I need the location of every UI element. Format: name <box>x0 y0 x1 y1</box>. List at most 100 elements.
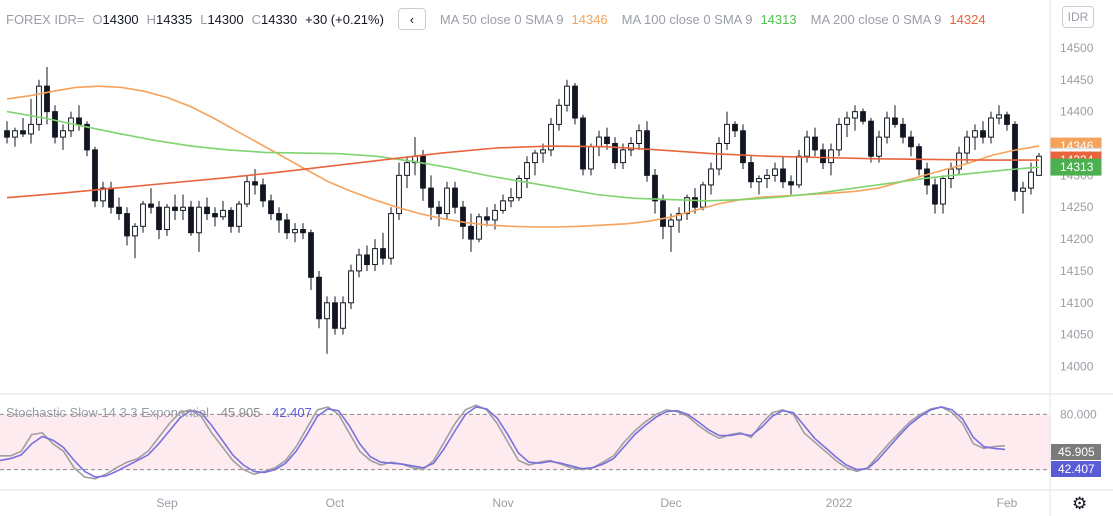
x-tick-label: Feb <box>997 496 1018 510</box>
price-badge-label: 14313 <box>1060 160 1094 174</box>
y-tick-label: 14200 <box>1060 232 1094 246</box>
candle-body <box>668 219 674 227</box>
candle-body <box>28 123 34 135</box>
candle-body <box>356 254 362 272</box>
candle-body <box>884 117 890 138</box>
low-label: L <box>200 11 208 27</box>
candle-body <box>924 168 930 186</box>
candle-body <box>380 248 386 259</box>
candle-body <box>212 213 218 218</box>
stoch-d-line <box>0 406 1006 478</box>
candle-body <box>44 85 50 113</box>
price-badge: 14313 <box>1050 158 1102 176</box>
candle-body <box>636 130 642 145</box>
ma100-value: 14313 <box>760 11 797 27</box>
osc-badge: 42.407 <box>1051 461 1101 477</box>
candle-body <box>140 203 146 227</box>
candle-body <box>556 104 562 125</box>
osc-badge: 45.905 <box>1051 444 1101 460</box>
candle-body <box>1012 123 1018 192</box>
candle-body <box>916 146 922 170</box>
candle-body <box>804 136 810 157</box>
stochastic-panel: 80.000 45.905 42.407 <box>0 404 1101 480</box>
osc-badge-label: 45.905 <box>1058 445 1095 459</box>
candle-body <box>580 117 586 170</box>
x-tick-label: Dec <box>660 496 681 510</box>
oscillator-legend: Stochastic Slow 14 3 3 Exponential 45.90… <box>6 405 312 420</box>
stoch-k-line <box>0 404 1006 480</box>
candle-body <box>852 111 858 119</box>
candle-body <box>348 270 354 304</box>
candle-body <box>100 187 106 202</box>
stoch-upper-band-label: 80.000 <box>1060 407 1097 421</box>
candle-body <box>148 203 154 208</box>
candle-body <box>684 197 690 215</box>
candle-body <box>244 181 250 205</box>
x-tick-label: 2022 <box>826 496 853 510</box>
candle-body <box>708 168 714 186</box>
x-tick-label: Nov <box>492 496 513 510</box>
candle-body <box>772 168 778 176</box>
candle-body <box>876 136 882 157</box>
candle-body <box>164 206 170 231</box>
candle-body <box>596 136 602 148</box>
osc-badge-bg <box>1051 444 1101 460</box>
y-tick-label: 14400 <box>1060 105 1094 119</box>
candle-body <box>868 120 874 157</box>
candle-body <box>292 229 298 234</box>
candle-body <box>524 162 530 180</box>
candle-body <box>532 152 538 164</box>
currency-button[interactable]: IDR <box>1062 6 1094 28</box>
y-tick-label: 14250 <box>1060 200 1094 214</box>
ma200-value: 14324 <box>949 11 986 27</box>
candle-body <box>540 149 546 154</box>
candle-body <box>492 209 498 221</box>
candle-body <box>60 130 66 138</box>
candle-body <box>84 123 90 151</box>
candle-body <box>252 181 258 186</box>
candle-body <box>724 123 730 145</box>
candle-body <box>660 200 666 227</box>
candle-body <box>284 219 290 234</box>
x-tick-label: Sep <box>156 496 178 510</box>
candle-body <box>836 123 842 151</box>
candle-body <box>508 197 514 202</box>
candle-body <box>604 136 610 145</box>
candle-body <box>644 130 650 176</box>
candle-body <box>76 117 82 125</box>
candle-body <box>740 130 746 164</box>
candle-body <box>316 276 322 320</box>
candle-body <box>764 174 770 180</box>
candle-body <box>932 184 938 205</box>
candle-body <box>468 225 474 240</box>
candle-body <box>300 229 306 234</box>
candle-body <box>1020 187 1026 192</box>
candle-body <box>748 162 754 183</box>
stoch-d-value: 42.407 <box>272 405 312 420</box>
candle-body <box>572 85 578 119</box>
candle-body <box>1004 114 1010 125</box>
stoch-k-value: 45.905 <box>220 405 261 420</box>
candle-body <box>676 213 682 221</box>
candle-body <box>692 197 698 208</box>
candle-body <box>980 130 986 138</box>
collapse-legend-button[interactable]: ‹ <box>397 8 426 30</box>
candle-body <box>828 149 834 164</box>
candle-body <box>436 206 442 215</box>
candle-body <box>788 181 794 186</box>
candle-body <box>988 117 994 138</box>
y-tick-label: 14000 <box>1060 360 1094 374</box>
open-label: O <box>92 11 103 27</box>
candle-body <box>52 111 58 138</box>
low-value: 14300 <box>207 11 244 27</box>
candle-body <box>620 149 626 164</box>
y-tick-label: 14150 <box>1060 264 1094 278</box>
candle-body <box>188 206 194 234</box>
candle-body <box>268 200 274 215</box>
symbol-label: FOREX IDR= <box>6 11 85 27</box>
candle-body <box>796 155 802 186</box>
ma50-label: MA 50 close 0 SMA 9 <box>439 11 564 27</box>
gear-icon[interactable]: ⚙ <box>1072 494 1088 513</box>
